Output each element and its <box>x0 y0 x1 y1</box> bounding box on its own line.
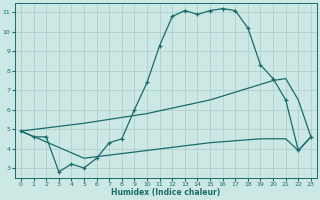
X-axis label: Humidex (Indice chaleur): Humidex (Indice chaleur) <box>111 188 220 197</box>
